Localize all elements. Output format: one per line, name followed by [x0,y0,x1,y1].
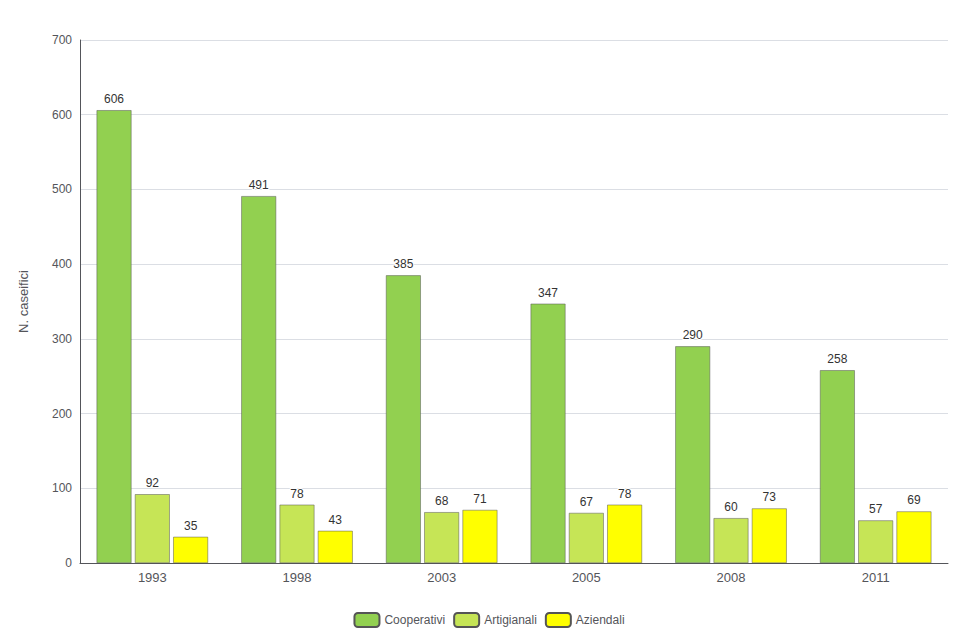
svg-text:700: 700 [52,33,72,47]
svg-text:78: 78 [290,487,304,501]
svg-text:92: 92 [146,476,160,490]
svg-text:347: 347 [538,286,558,300]
svg-text:606: 606 [104,92,124,106]
svg-text:69: 69 [907,493,921,507]
svg-text:290: 290 [683,328,703,342]
svg-text:Cooperativi: Cooperativi [384,613,445,627]
svg-text:400: 400 [52,257,72,271]
svg-text:2005: 2005 [572,570,601,585]
svg-text:491: 491 [249,178,269,192]
svg-text:385: 385 [393,257,413,271]
svg-text:43: 43 [329,513,343,527]
svg-text:500: 500 [52,182,72,196]
svg-text:2008: 2008 [717,570,746,585]
svg-text:Artigianali: Artigianali [484,613,537,627]
svg-text:600: 600 [52,108,72,122]
svg-text:N. caseifici: N. caseifici [16,270,31,333]
svg-text:73: 73 [763,490,777,504]
svg-text:57: 57 [869,502,883,516]
svg-text:1998: 1998 [283,570,312,585]
svg-text:35: 35 [184,519,198,533]
svg-text:78: 78 [618,487,632,501]
svg-text:100: 100 [52,481,72,495]
svg-text:68: 68 [435,494,449,508]
svg-text:71: 71 [473,492,487,506]
svg-text:Aziendali: Aziendali [576,613,625,627]
svg-text:1993: 1993 [138,570,167,585]
svg-text:60: 60 [724,500,738,514]
svg-text:300: 300 [52,332,72,346]
svg-text:2003: 2003 [427,570,456,585]
svg-text:258: 258 [827,352,847,366]
svg-text:200: 200 [52,407,72,421]
svg-text:67: 67 [580,495,594,509]
svg-text:2011: 2011 [862,570,890,585]
svg-text:0: 0 [65,556,72,570]
